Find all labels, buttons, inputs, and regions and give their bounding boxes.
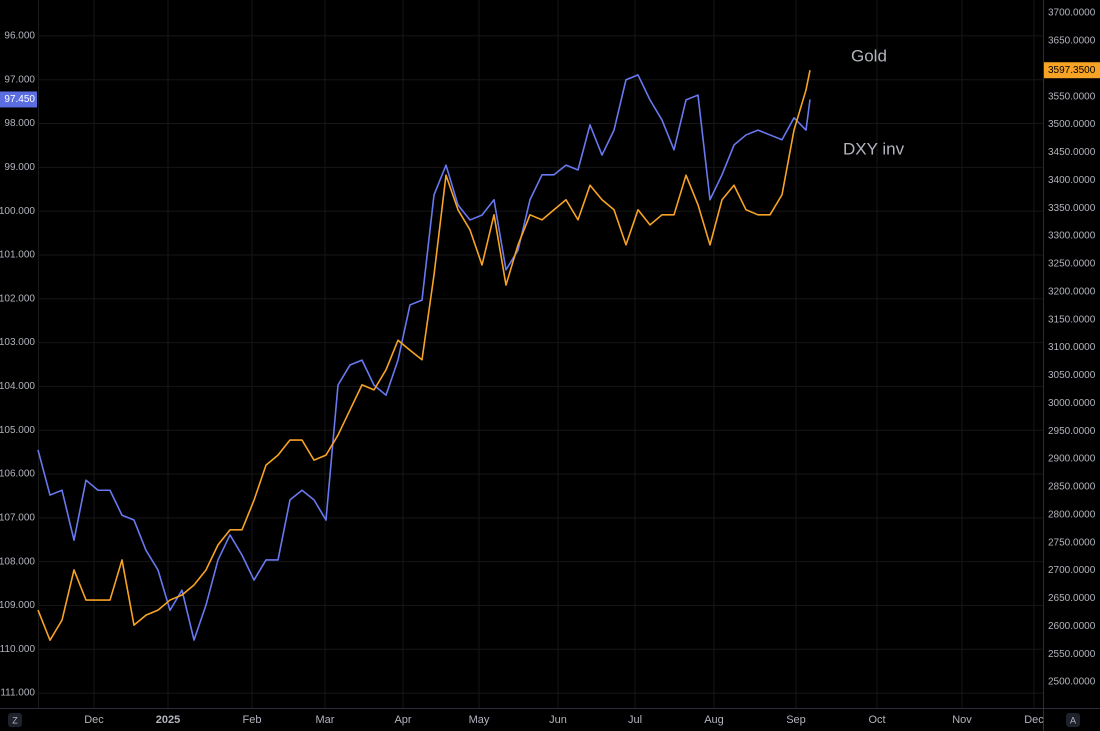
x-tick-label: Sep <box>786 714 806 726</box>
y2-tick-label: 2800.0000 <box>1048 509 1096 520</box>
y2-tick-label: 3300.0000 <box>1048 231 1096 242</box>
y2-tick-label: 2500.0000 <box>1048 677 1096 688</box>
y2-tick-label: 2550.0000 <box>1048 649 1096 660</box>
y2-tick-label: 2650.0000 <box>1048 593 1096 604</box>
y2-tick-label: 3550.0000 <box>1048 91 1096 102</box>
y-tick-label: 100.000 <box>0 206 35 217</box>
series-label: Gold <box>851 46 887 65</box>
x-tick-label: Nov <box>952 714 972 726</box>
y-tick-label: 102.000 <box>0 293 35 304</box>
y2-tick-label: 3200.0000 <box>1048 286 1096 297</box>
y-tick-label: 110.000 <box>0 644 35 655</box>
y2-tick-label: 3100.0000 <box>1048 342 1096 353</box>
x-tick-label: 2025 <box>156 714 180 726</box>
y2-tick-label: 3250.0000 <box>1048 259 1096 270</box>
y-tick-label: 108.000 <box>0 556 35 567</box>
y-tick-label: 97.000 <box>4 74 35 85</box>
y2-tick-label: 3350.0000 <box>1048 203 1096 214</box>
corner-button[interactable] <box>8 713 22 727</box>
grid <box>38 0 1043 708</box>
y2-tick-label: 3450.0000 <box>1048 147 1096 158</box>
y2-tick-label: 2950.0000 <box>1048 426 1096 437</box>
y-tick-label: 101.000 <box>0 250 35 261</box>
corner-button[interactable] <box>1066 713 1080 727</box>
y-tick-label: 104.000 <box>0 381 35 392</box>
y2-tick-label: 3050.0000 <box>1048 370 1096 381</box>
x-tick-label: Oct <box>868 714 885 726</box>
y-tick-label: 96.000 <box>4 31 35 42</box>
y2-tick-label: 2750.0000 <box>1048 537 1096 548</box>
last-price-box <box>0 91 37 108</box>
x-tick-label: Jun <box>549 714 567 726</box>
x-tick-label: Feb <box>243 714 262 726</box>
corner-button-label[interactable]: Z <box>12 715 18 725</box>
lines <box>37 70 811 642</box>
last-price-label: 97.450 <box>4 94 35 105</box>
x-tick-label: Jul <box>628 714 642 726</box>
y2-tick-label: 3650.0000 <box>1048 36 1096 47</box>
y2-tick-label: 2850.0000 <box>1048 482 1096 493</box>
axes: Dec 2025 Feb Mar Apr May Jun Jul Aug Sep Oct Nov Dec… <box>0 8 1100 726</box>
y-tick-label: 107.000 <box>0 512 35 523</box>
x-tick-label: Apr <box>394 714 411 726</box>
x-tick-label: Dec <box>84 714 104 726</box>
y-tick-label: 98.000 <box>4 118 35 129</box>
y-tick-label: 109.000 <box>0 600 35 611</box>
y2-tick-label: 2900.0000 <box>1048 454 1096 465</box>
x-tick-label: May <box>469 714 490 726</box>
y-tick-label: 99.000 <box>4 162 35 173</box>
x-tick-label: Dec <box>1024 714 1044 726</box>
y2-tick-label: 3400.0000 <box>1048 175 1096 186</box>
y2-tick-label: 3700.0000 <box>1048 8 1096 19</box>
series-label: DXY inv <box>843 139 905 158</box>
series-line <box>37 70 811 642</box>
y2-tick-label: 3150.0000 <box>1048 314 1096 325</box>
y2-tick-label: 2600.0000 <box>1048 621 1096 632</box>
y-tick-label: 106.000 <box>0 469 35 480</box>
last-price-box <box>1044 62 1100 79</box>
y2-tick-label: 3000.0000 <box>1048 398 1096 409</box>
y-tick-label: 111.000 <box>0 688 35 699</box>
last-price-label: 3597.3500 <box>1048 65 1096 76</box>
y2-tick-label: 2700.0000 <box>1048 565 1096 576</box>
x-tick-label: Mar <box>316 714 335 726</box>
y2-tick-label: 3500.0000 <box>1048 119 1096 130</box>
y-tick-label: 103.000 <box>0 337 35 348</box>
series-line <box>37 74 811 641</box>
corner-button-label[interactable]: A <box>1070 715 1076 725</box>
x-tick-label: Aug <box>704 714 724 726</box>
y-tick-label: 105.000 <box>0 425 35 436</box>
